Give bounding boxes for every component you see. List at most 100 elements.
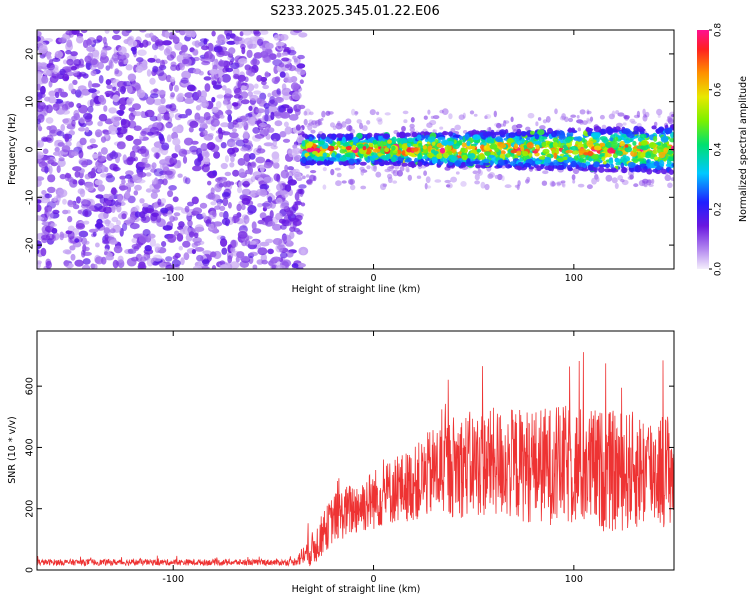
spectrogram-cell	[256, 148, 266, 154]
spectrogram-cell	[663, 147, 669, 154]
spectrogram-cell	[77, 188, 85, 195]
spectrogram-cell	[153, 168, 164, 177]
spectrogram-cell	[192, 207, 203, 215]
spectrogram-cell	[520, 146, 525, 152]
spectrogram-cell	[295, 124, 301, 131]
spectrogram-cell	[187, 201, 194, 207]
spectrogram-cell	[219, 114, 225, 119]
spectrogram-cell	[605, 174, 613, 182]
spectrogram-cell	[250, 176, 256, 183]
spectrogram-cell	[191, 196, 199, 205]
spectrogram-cell	[97, 61, 104, 70]
spectrogram-cell	[108, 107, 117, 114]
spectrogram-cell	[170, 76, 176, 83]
spectrogram-cell	[237, 74, 246, 82]
spectrogram-cell	[511, 124, 519, 131]
spectrogram-cell	[169, 157, 178, 166]
spectrogram-cell	[232, 169, 240, 177]
spectrogram-cell	[586, 109, 590, 115]
spectrogram-cell	[577, 127, 581, 132]
spectrogram-cell	[62, 198, 67, 205]
spectrogram-cell	[129, 150, 136, 159]
spectrogram-cell	[640, 144, 649, 151]
spectrogram-cell	[604, 163, 611, 169]
spectrogram-cell	[484, 115, 488, 119]
spectrogram-cell	[301, 156, 307, 164]
snr-frame	[36, 330, 675, 571]
spectrogram-cell	[372, 148, 381, 153]
spectrogram-cell	[324, 136, 330, 143]
spectrogram-cell	[384, 147, 390, 153]
spectrogram-cell	[593, 161, 600, 168]
spectrogram-cell	[232, 73, 239, 80]
spectrogram-cell	[149, 77, 156, 85]
spectrogram-cell	[384, 161, 391, 166]
spectrogram-cell	[203, 76, 212, 81]
spectrogram-cell	[642, 108, 646, 116]
spectrogram-cell	[471, 129, 477, 136]
spectrogram-cell	[450, 176, 457, 183]
spectrogram-cell	[328, 157, 337, 162]
spectrogram-cell	[58, 37, 67, 43]
spectrogram-cell	[230, 239, 237, 249]
spectrogram-cell	[472, 170, 479, 175]
spectrogram-cell	[461, 142, 467, 148]
spectrogram-cell	[668, 156, 674, 161]
spectrogram-cell	[201, 45, 209, 51]
spectrogram-cell	[567, 156, 573, 162]
spectrogram-cell	[161, 142, 170, 151]
spectrogram-cell	[179, 30, 186, 36]
spectrogram-cell	[201, 60, 211, 66]
spectrogram-cell	[212, 114, 221, 120]
x-tick-label: 0	[371, 273, 377, 284]
spectrogram-cell	[277, 244, 286, 251]
spectrogram-cell	[75, 223, 86, 230]
spectrogram-cell	[240, 147, 249, 152]
spectrogram-cell	[225, 109, 233, 115]
spectrogram-cell	[327, 145, 335, 152]
spectrogram-cell	[282, 138, 291, 143]
spectrogram-cell	[579, 109, 586, 115]
spectrogram-cell	[181, 52, 189, 58]
spectrogram-cell	[201, 151, 210, 158]
spectrogram-cell	[77, 209, 83, 215]
spectrogram-cell	[237, 158, 246, 166]
spectrogram-cell	[279, 203, 289, 210]
spectrogram-cell	[46, 51, 51, 59]
spectrogram-cell	[636, 158, 645, 162]
spectrogram-cell	[484, 114, 492, 119]
spectrogram-cell	[565, 149, 574, 154]
spectrogram-cell	[174, 84, 179, 93]
colorbar: 0.0 0.2 0.4 0.6 0.8 Normalized spectral ampl…	[697, 23, 749, 276]
spectrogram-cell	[131, 237, 139, 244]
spectrogram-cell	[194, 158, 202, 167]
spectrogram-cell	[109, 228, 116, 234]
spectrogram-cell	[233, 94, 242, 99]
spectrogram-cell	[59, 173, 67, 180]
spectrogram-cell	[224, 88, 232, 96]
spectrogram-cell	[275, 197, 283, 204]
spectrogram-cell	[448, 155, 455, 159]
spectrogram-cell	[270, 111, 275, 121]
spectrogram-cell	[401, 125, 406, 132]
spectrogram-cell	[236, 203, 242, 212]
spectrogram-cell	[137, 171, 147, 178]
spectrogram-cell	[40, 247, 47, 257]
spectrogram-cell	[217, 127, 223, 134]
spectrogram-cell	[614, 182, 619, 189]
spectrogram-cell	[484, 151, 491, 157]
spectrogram-cell	[406, 157, 412, 163]
spectrogram-cell	[312, 156, 321, 161]
spectrogram-cell	[47, 174, 56, 183]
spectrogram-cell	[521, 132, 527, 137]
spectrogram-cell	[325, 110, 331, 116]
spectrogram-cell	[167, 210, 173, 218]
spectrogram-cell	[152, 254, 163, 262]
spectrogram-cell	[450, 128, 456, 133]
spectrogram-cell	[302, 133, 308, 138]
spectrogram-cell	[401, 150, 406, 156]
spectrogram-cell	[142, 203, 149, 208]
spectrogram-cell	[535, 160, 541, 165]
spectrogram-cell	[174, 143, 181, 153]
spectrogram-cell	[313, 175, 317, 182]
